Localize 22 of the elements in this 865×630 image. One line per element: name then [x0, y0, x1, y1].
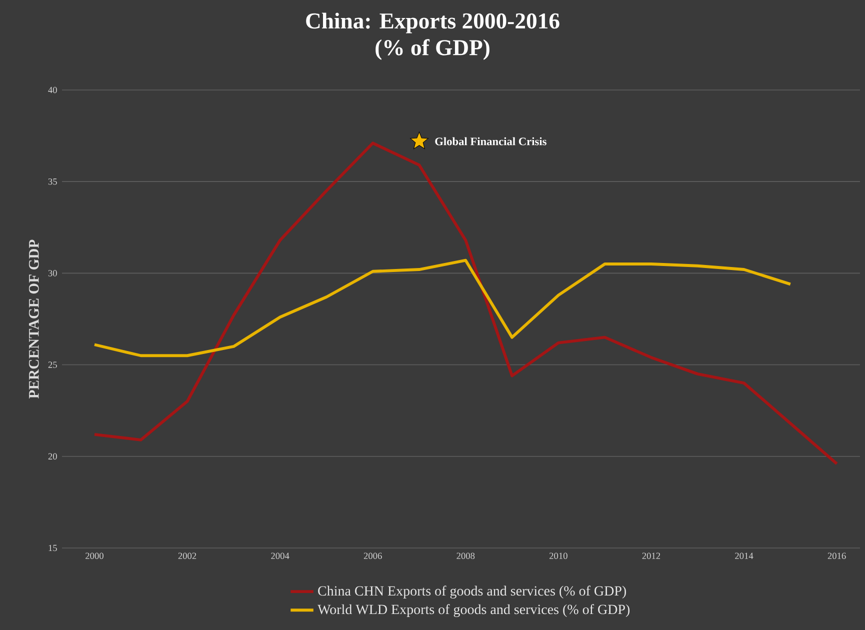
- legend-label: World WLD Exports of goods and services (% of GDP): [318, 604, 630, 618]
- y-tick-label: 20: [48, 453, 57, 460]
- y-tick-label: 40: [48, 86, 57, 94]
- x-tick-label: 2004: [271, 552, 290, 559]
- legend-label: China CHN Exports of goods and services (% of GDP): [318, 586, 626, 599]
- x-tick-label: 2000: [86, 552, 104, 559]
- x-tick-label: 2006: [364, 552, 382, 559]
- y-tick-label: 15: [48, 544, 57, 552]
- annotation: Global Financial Crisis: [435, 137, 546, 146]
- chart-subtitle: (% of GDP): [376, 39, 490, 60]
- x-tick-label: 2010: [550, 552, 568, 559]
- x-tick-label: 2016: [828, 552, 846, 559]
- x-tick-label: 2008: [456, 552, 475, 559]
- x-tick-label: 2012: [642, 552, 660, 559]
- y-tick-label: 30: [48, 270, 57, 276]
- x-tick-label: 2014: [735, 552, 754, 559]
- y-tick-label: 25: [48, 362, 57, 368]
- chart-title: China: Exports 2000-2016: [306, 12, 560, 34]
- x-tick-label: 2002: [178, 552, 196, 559]
- y-axis-title: PERCENTAGE OF GDP: [28, 240, 39, 398]
- y-tick-label: 35: [48, 178, 57, 185]
- line-series: [93, 258, 792, 358]
